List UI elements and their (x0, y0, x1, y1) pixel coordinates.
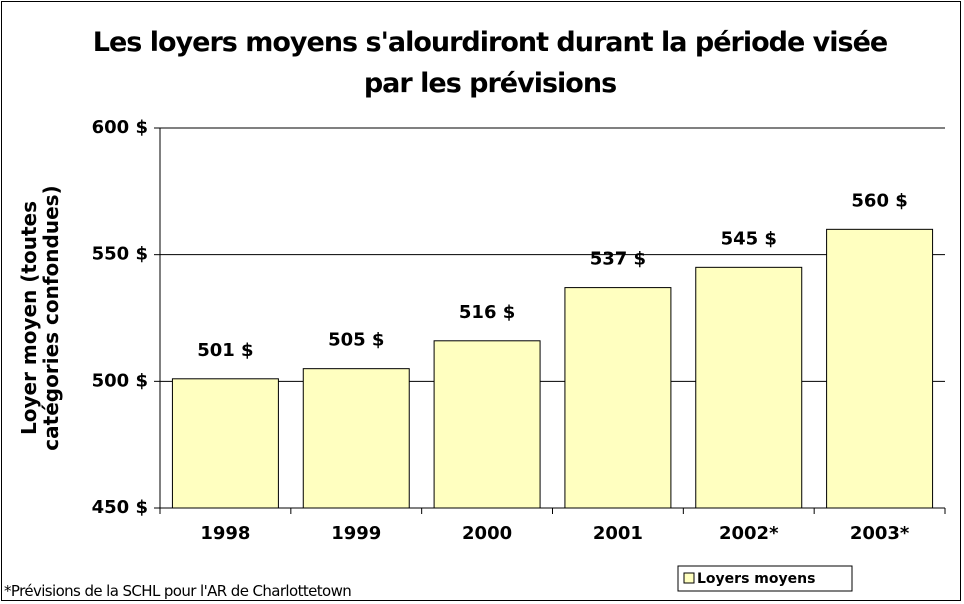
data-label: 516 $ (459, 302, 515, 323)
x-tick-label: 2003* (850, 523, 910, 544)
bar (302, 368, 410, 509)
bar (171, 378, 279, 509)
x-tick-label: 1998 (200, 523, 250, 544)
data-label: 537 $ (590, 249, 646, 270)
y-tick-label: 450 $ (92, 497, 148, 518)
x-tick-label: 2000 (462, 523, 512, 544)
bar (826, 228, 934, 509)
chart-title: Les loyers moyens s'alourdiront durant l… (92, 27, 889, 99)
data-label: 505 $ (328, 330, 384, 351)
y-tick-label: 500 $ (92, 370, 148, 391)
bar (433, 340, 541, 509)
legend-label: Loyers moyens (697, 571, 815, 587)
data-label: 545 $ (721, 228, 777, 249)
y-tick-label: 550 $ (92, 244, 148, 265)
x-tick-label: 2001 (593, 523, 643, 544)
data-label: 501 $ (197, 340, 253, 361)
y-tick-label: 600 $ (92, 117, 148, 138)
data-label: 560 $ (851, 190, 907, 211)
bar (564, 287, 672, 509)
bar (695, 266, 803, 509)
legend-swatch (683, 572, 695, 584)
x-tick-label: 1999 (331, 523, 381, 544)
footnote: *Prévisions de la SCHL pour l'AR de Char… (4, 582, 352, 600)
x-tick-label: 2002* (719, 523, 779, 544)
legend-box (677, 565, 853, 592)
